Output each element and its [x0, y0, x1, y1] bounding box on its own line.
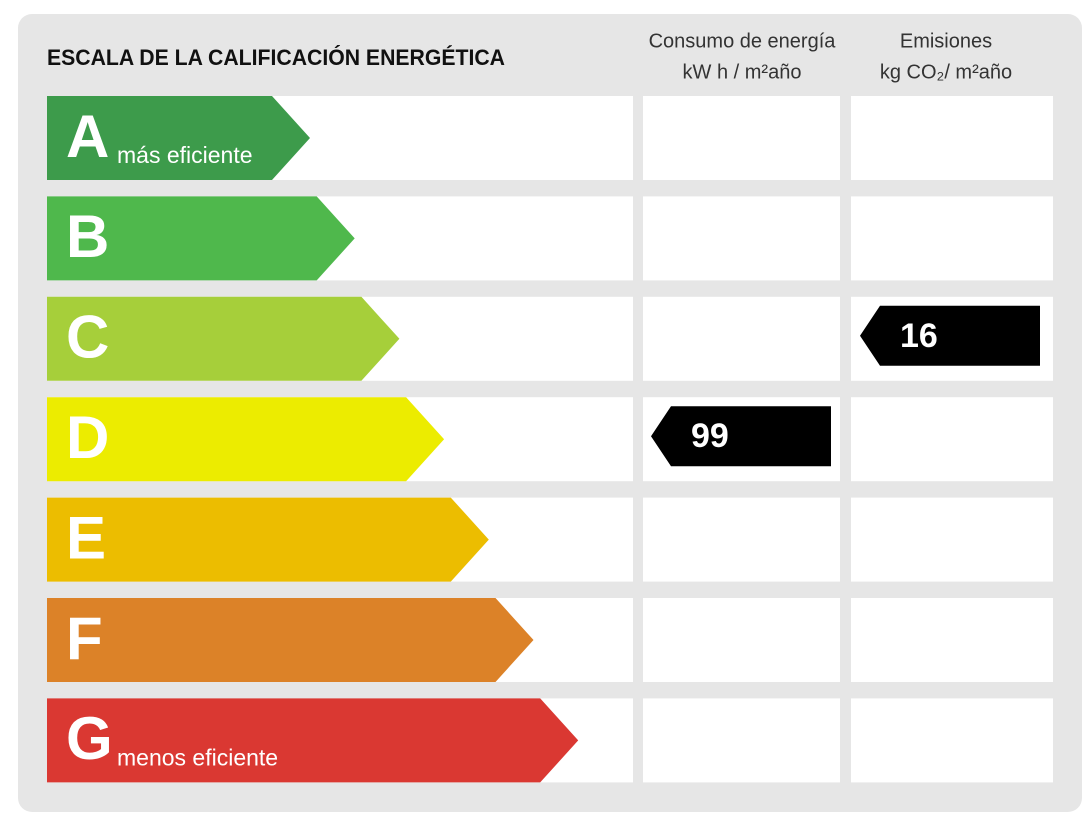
column-header: Consumo de energía — [649, 30, 837, 52]
value-label: 16 — [900, 317, 938, 355]
energy-cell — [643, 296, 840, 381]
column-unit: kW h / m²año — [683, 61, 802, 83]
emissions-cell — [851, 497, 1053, 582]
rating-letter: G — [66, 705, 113, 772]
emissions-cell — [851, 96, 1053, 180]
value-indicator — [651, 406, 831, 467]
rating-letter: F — [66, 605, 103, 672]
rating-letter: B — [66, 203, 109, 270]
emissions-cell — [851, 397, 1053, 482]
rating-arrow — [47, 397, 445, 482]
column-header: Emisiones — [900, 30, 992, 52]
rating-letter: E — [66, 504, 106, 571]
emissions-cell — [851, 196, 1053, 281]
value-indicator — [860, 305, 1040, 366]
rating-letter: C — [66, 304, 109, 371]
rating-arrow — [47, 296, 400, 381]
rating-arrow — [47, 598, 534, 682]
column-unit: kg CO₂/ m²año — [880, 61, 1012, 83]
emissions-cell — [851, 598, 1053, 682]
rating-arrow — [47, 698, 579, 783]
rating-arrow — [47, 196, 355, 281]
energy-cell — [643, 698, 840, 783]
emissions-cell — [851, 698, 1053, 783]
title: ESCALA DE LA CALIFICACIÓN ENERGÉTICA — [47, 45, 505, 70]
rating-note: más eficiente — [117, 142, 253, 168]
rating-arrow — [47, 96, 310, 180]
energy-cell — [643, 497, 840, 582]
energy-cell — [643, 196, 840, 281]
rating-note: menos eficiente — [117, 744, 278, 770]
energy-cell — [643, 598, 840, 682]
value-label: 99 — [691, 417, 729, 455]
rating-letter: A — [66, 103, 109, 170]
rating-arrow — [47, 497, 489, 582]
rating-letter: D — [66, 404, 109, 471]
energy-cell — [643, 96, 840, 180]
